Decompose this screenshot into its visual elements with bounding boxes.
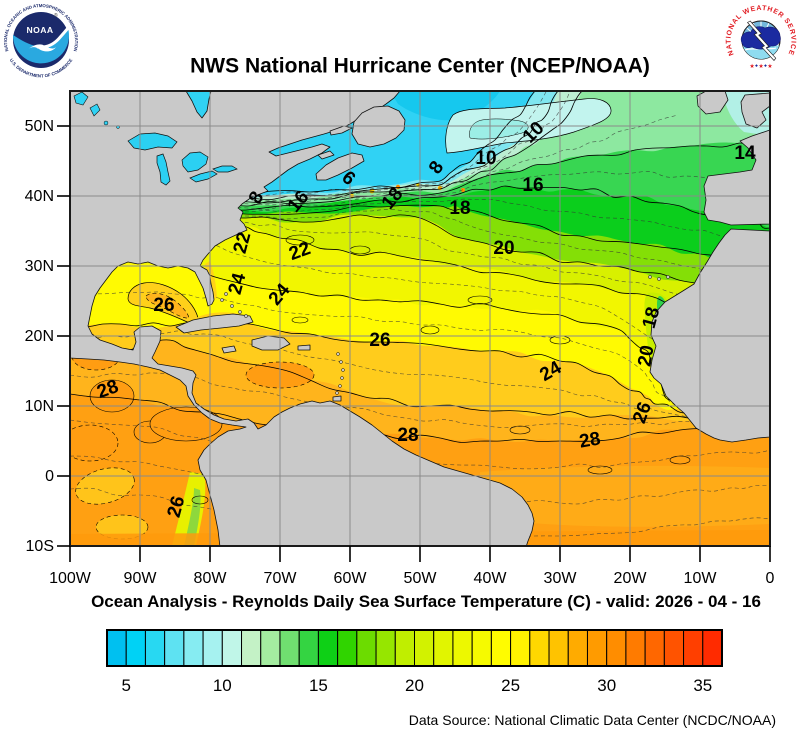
svg-text:20W: 20W <box>614 570 648 587</box>
svg-text:30N: 30N <box>25 258 54 275</box>
svg-text:18: 18 <box>449 198 470 219</box>
svg-text:10N: 10N <box>25 398 54 415</box>
svg-text:0: 0 <box>766 570 775 587</box>
svg-text:20N: 20N <box>25 328 54 345</box>
svg-text:15: 15 <box>309 676 328 695</box>
svg-text:50N: 50N <box>25 118 54 135</box>
svg-text:80W: 80W <box>194 570 228 587</box>
svg-text:100W: 100W <box>49 570 92 587</box>
svg-text:20: 20 <box>493 238 514 259</box>
svg-text:0: 0 <box>45 468 54 485</box>
svg-text:50W: 50W <box>404 570 438 587</box>
svg-text:26: 26 <box>153 295 174 316</box>
svg-text:26: 26 <box>369 330 390 351</box>
svg-text:20: 20 <box>634 344 658 368</box>
svg-text:5: 5 <box>121 676 130 695</box>
svg-text:30W: 30W <box>544 570 578 587</box>
svg-text:90W: 90W <box>124 570 158 587</box>
svg-text:28: 28 <box>578 428 602 452</box>
svg-text:40N: 40N <box>25 188 54 205</box>
svg-text:★: ★ <box>749 63 754 70</box>
svg-text:40W: 40W <box>474 570 508 587</box>
svg-text:10W: 10W <box>684 570 718 587</box>
svg-text:★: ★ <box>767 63 772 70</box>
svg-text:16: 16 <box>522 175 543 196</box>
svg-text:Data Source: National Climatic: Data Source: National Climatic Data Cent… <box>409 712 776 728</box>
svg-text:NWS National Hurricane Center: NWS National Hurricane Center (NCEP/NOAA… <box>190 55 650 78</box>
svg-text:60W: 60W <box>334 570 368 587</box>
svg-text:Ocean Analysis - Reynolds Dail: Ocean Analysis - Reynolds Daily Sea Surf… <box>91 592 761 611</box>
svg-text:20: 20 <box>405 676 424 695</box>
svg-text:◆: ◆ <box>764 64 768 68</box>
svg-text:35: 35 <box>693 676 712 695</box>
svg-text:14: 14 <box>734 143 756 164</box>
svg-text:NOAA: NOAA <box>27 25 54 35</box>
svg-text:★: ★ <box>758 63 763 70</box>
svg-text:®: ® <box>54 12 58 19</box>
svg-text:30: 30 <box>597 676 616 695</box>
svg-text:10: 10 <box>475 148 496 169</box>
svg-text:25: 25 <box>501 676 520 695</box>
svg-text:70W: 70W <box>264 570 298 587</box>
svg-text:10: 10 <box>213 676 232 695</box>
svg-text:28: 28 <box>397 425 418 446</box>
svg-text:◆: ◆ <box>755 64 759 68</box>
svg-text:10S: 10S <box>26 538 54 555</box>
